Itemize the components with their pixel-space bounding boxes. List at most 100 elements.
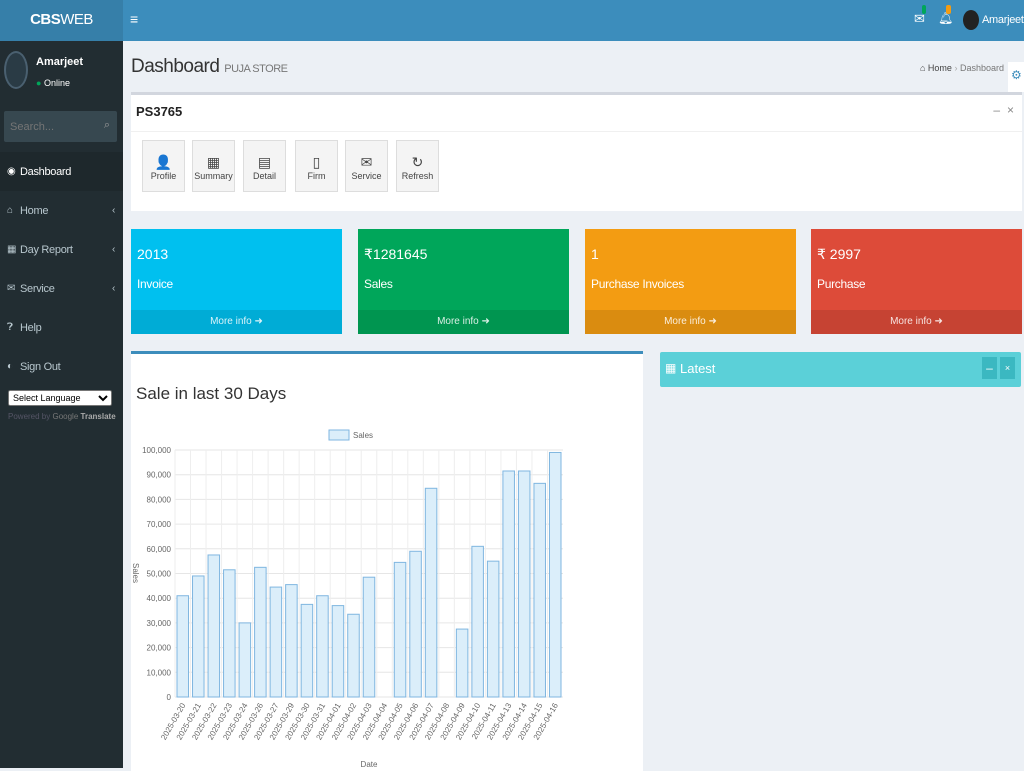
y-tick-label: 80,000	[147, 495, 172, 504]
search-box[interactable]: ⌕	[4, 111, 117, 142]
envelope-icon: ✉	[360, 154, 373, 170]
bell-badge	[946, 5, 951, 14]
y-tick-label: 40,000	[147, 594, 172, 603]
settings-gear-icon[interactable]: ⚙	[1008, 62, 1024, 92]
chevron-left-icon: ‹	[111, 205, 115, 216]
y-tick-label: 60,000	[147, 545, 172, 554]
bar	[254, 566, 267, 698]
refresh-button[interactable]: ↻ Refresh	[396, 140, 439, 192]
y-axis-label: Sales	[131, 563, 140, 583]
profile-button[interactable]: 👤 Profile	[142, 140, 185, 192]
sidebar-item-dashboard[interactable]: ◉ Dashboard	[0, 152, 123, 191]
bar	[347, 613, 360, 698]
y-tick-label: 30,000	[147, 619, 172, 628]
grid-icon: ▦	[665, 361, 677, 375]
bar	[300, 603, 314, 698]
breadcrumb-home[interactable]: Home	[927, 63, 952, 73]
user-menu[interactable]: Amarjeet	[982, 14, 1024, 26]
app-logo[interactable]: CBSWEB	[0, 0, 123, 41]
firm-button[interactable]: ▯ Firm	[295, 140, 338, 192]
bar	[223, 569, 236, 698]
search-icon[interactable]: ⌕	[103, 119, 110, 131]
user-icon: 👤	[154, 154, 173, 170]
question-icon: ❓︎	[7, 322, 13, 333]
service-button[interactable]: ✉ Service	[345, 140, 388, 192]
signout-icon: ◐	[7, 361, 13, 372]
status-online: ● Online	[36, 78, 70, 88]
page-title: Dashboard PUJA STORE	[131, 56, 288, 77]
sidebar-item-help[interactable]: ❓︎ Help	[7, 321, 42, 334]
summary-button[interactable]: ▦ Summary	[192, 140, 235, 192]
breadcrumb: ⌂ Home › Dashboard	[919, 63, 1004, 73]
language-select[interactable]: Select Language	[8, 390, 112, 406]
stat-purchase: ₹ 2997 Purchase More info ➜	[811, 229, 1022, 334]
bar	[316, 595, 329, 698]
bar	[362, 576, 376, 698]
bar	[331, 605, 345, 698]
y-tick-label: 70,000	[147, 520, 172, 529]
bar	[548, 451, 562, 698]
chart-title: Sale in last 30 Days	[136, 384, 287, 403]
dashboard-icon: ◉	[7, 166, 16, 177]
collapse-button[interactable]: –	[993, 103, 1000, 117]
sidebar-avatar	[4, 51, 28, 89]
search-input[interactable]	[4, 111, 89, 142]
home-icon: ⌂	[7, 205, 13, 216]
y-tick-label: 0	[167, 693, 172, 702]
bar	[424, 487, 438, 698]
sidebar-item-service[interactable]: ✉ Service ‹	[7, 282, 115, 295]
chevron-left-icon: ‹	[111, 244, 115, 255]
mobile-icon: ▯	[312, 154, 321, 170]
detail-button[interactable]: ▤ Detail	[243, 140, 286, 192]
hamburger-icon[interactable]: ≡	[130, 11, 139, 27]
bar	[207, 554, 221, 698]
bar	[176, 595, 190, 698]
home-icon: ⌂	[919, 63, 926, 73]
top-navbar	[0, 0, 1024, 41]
bar	[502, 470, 515, 698]
bar	[455, 628, 469, 698]
more-info-link[interactable]: More info ➜	[358, 310, 569, 334]
latest-title: Latest	[680, 361, 716, 376]
stat-invoice: 2013 Invoice More info ➜	[131, 229, 342, 334]
mail-icon[interactable]: ✉	[914, 5, 926, 27]
remove-button[interactable]: ×	[1000, 357, 1015, 379]
stat-sales: ₹1281645 Sales More info ➜	[358, 229, 569, 334]
user-avatar[interactable]	[963, 10, 979, 30]
sidebar-item-home[interactable]: ⌂ Home ‹	[7, 204, 115, 217]
bar	[393, 561, 407, 698]
bar	[486, 560, 500, 698]
y-tick-label: 90,000	[147, 471, 172, 480]
more-info-link[interactable]: More info ➜	[585, 310, 796, 334]
list-icon: ▤	[257, 154, 272, 170]
sidebar-item-day-report[interactable]: ▦ Day Report ‹	[7, 243, 115, 256]
bar	[238, 622, 252, 698]
bell-icon[interactable]: 🔔︎	[938, 5, 953, 25]
bar	[192, 575, 205, 698]
legend-swatch	[328, 429, 350, 441]
sidebar: Amarjeet ● Online ⌕ ◉Dashboard ⌂Home‹ ▦D…	[0, 41, 123, 768]
bar	[471, 545, 484, 698]
y-tick-label: 20,000	[147, 644, 172, 653]
x-axis-label: Date	[361, 760, 378, 768]
table-icon: ▦	[7, 244, 17, 255]
more-info-link[interactable]: More info ➜	[131, 310, 342, 334]
mail-badge	[922, 5, 926, 14]
close-button[interactable]: ×	[1006, 103, 1014, 117]
envelope-icon: ✉	[7, 283, 16, 294]
sidebar-item-sign-out[interactable]: ◐ Sign Out	[7, 360, 61, 373]
more-info-link[interactable]: More info ➜	[811, 310, 1022, 334]
page-subtitle: PUJA STORE	[224, 63, 288, 75]
google-translate-credit: Powered by Google Translate	[8, 412, 116, 421]
sidebar-username: Amarjeet	[36, 56, 84, 68]
stat-purchase-invoices: 1 Purchase Invoices More info ➜	[585, 229, 796, 334]
refresh-icon: ↻	[411, 154, 424, 170]
y-tick-label: 100,000	[142, 446, 171, 455]
bar	[285, 584, 298, 698]
bar	[409, 550, 422, 698]
collapse-button[interactable]: –	[982, 357, 997, 379]
bar	[533, 482, 546, 698]
latest-box-header: ▦ Latest – ×	[660, 352, 1021, 387]
panel-title: PS3765	[136, 104, 183, 119]
